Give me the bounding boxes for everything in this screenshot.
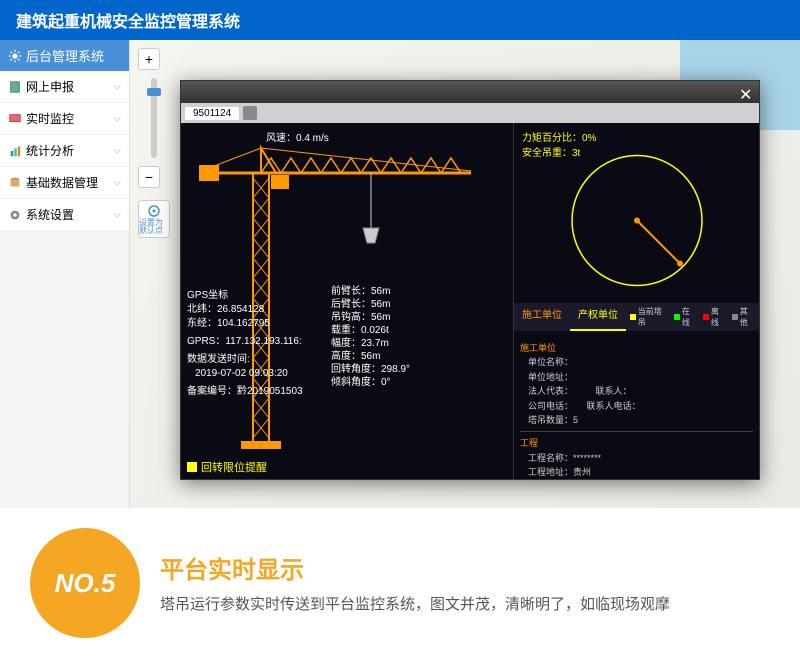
app-header: 建筑起重机械安全监控管理系统 [0,0,800,40]
gauge-area: 力矩百分比：0% 安全吊重：3t [514,123,759,303]
sidebar-item-monitor[interactable]: 实时监控 ⌵ [0,103,129,135]
chevron-down-icon: ⌵ [113,145,121,156]
window-titlebar[interactable]: ✕ [181,81,759,103]
legend-other-icon [732,314,738,320]
app-title: 建筑起重机械安全监控管理系统 [16,14,240,31]
monitor-icon [8,112,22,126]
sidebar: 后台管理系统 网上申报 ⌵ 实时监控 ⌵ 统计分析 ⌵ 基础数据管理 ⌵ 系统设… [0,40,130,508]
gear-icon [8,208,22,222]
info-panel: 力矩百分比：0% 安全吊重：3t 施工单位 产权单位 [513,123,759,479]
doc-icon [8,80,22,94]
zoom-slider[interactable] [151,78,157,158]
crane-id-tab[interactable]: 9501124 [185,107,239,120]
promo-section: NO.5 平台实时显示 塔吊运行参数实时传送到平台监控系统，图文并茂，清晰明了，… [0,508,800,658]
tool-icon[interactable] [243,106,257,120]
sidebar-item-apply[interactable]: 网上申报 ⌵ [0,71,129,103]
warning-icon [187,462,197,472]
chevron-down-icon: ⌵ [113,209,121,220]
cog-icon [8,49,22,63]
sidebar-title-text: 后台管理系统 [26,46,104,65]
sidebar-item-data[interactable]: 基础数据管理 ⌵ [0,167,129,199]
sidebar-title: 后台管理系统 [0,40,129,71]
sidebar-item-stats[interactable]: 统计分析 ⌵ [0,135,129,167]
rotation-gauge [562,146,712,296]
tab-construction[interactable]: 施工单位 [514,303,570,331]
tab-ownership[interactable]: 产权单位 [570,303,626,331]
zoom-in-button[interactable]: + [138,48,160,70]
rotation-limit-warning: 回转限位提醒 [187,459,267,475]
window-toolbar: 9501124 [181,103,759,123]
promo-title: 平台实时显示 [160,550,670,585]
locate-button[interactable]: 设置为默认点 [138,200,170,238]
info-tabs: 施工单位 产权单位 当前塔吊 在线 离线 其他 [514,303,759,331]
monitor-window: ✕ 9501124 风速：0.4 m/s [180,80,760,480]
database-icon [8,176,22,190]
gps-info: GPS坐标 北纬：26.854128 东经：104.162795 GPRS：11… [187,289,303,399]
legend-offline-icon [703,314,709,320]
zoom-out-button[interactable]: − [138,166,160,188]
chevron-down-icon: ⌵ [113,81,121,92]
crane-panel: 风速：0.4 m/s [181,123,513,479]
wind-speed: 风速：0.4 m/s [266,129,329,144]
map-controls: + − 设置为默认点 [138,48,170,238]
promo-desc: 塔吊运行参数实时传送到平台监控系统，图文并茂，清晰明了，如临现场观摩 [160,593,670,617]
sidebar-item-settings[interactable]: 系统设置 ⌵ [0,199,129,231]
legend-online-icon [674,314,680,320]
torque-pct: 力矩百分比：0% [522,129,596,144]
close-icon[interactable]: ✕ [739,85,753,99]
promo-badge: NO.5 [30,528,140,638]
chevron-down-icon: ⌵ [113,113,121,124]
chevron-down-icon: ⌵ [113,177,121,188]
info-body: 施工单位 单位名称： 单位地址： 法人代表： 联系人： 公司电话： 联系人电话：… [514,331,759,479]
map-area[interactable]: + − 设置为默认点 ✕ 9501124 风速：0.4 m/s [130,40,800,508]
crane-params: 前臂长：56m 后臂长：56m 吊钩高：56m 载重：0.026t 幅度：23.… [331,285,410,389]
legend-current-icon [630,314,636,320]
chart-icon [8,144,22,158]
